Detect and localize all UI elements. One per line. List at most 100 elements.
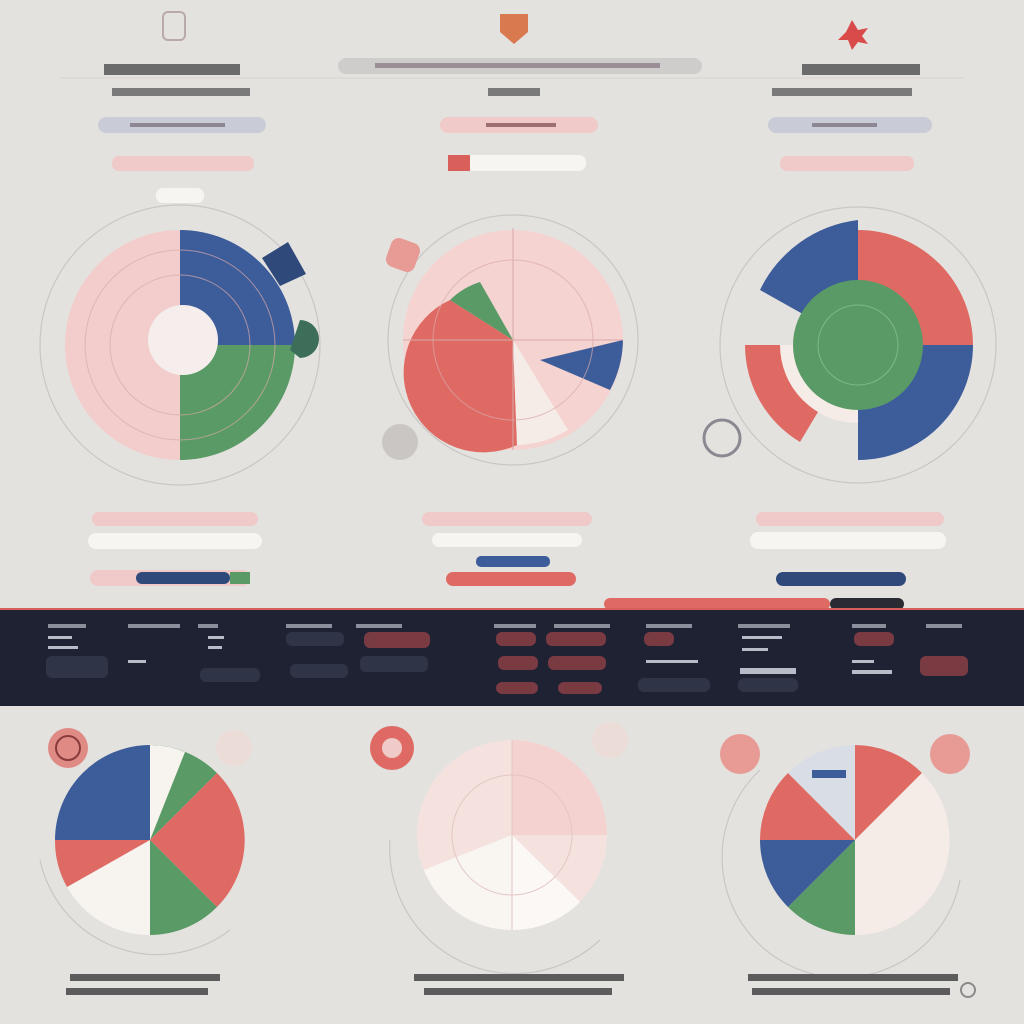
text-placeholder xyxy=(414,974,624,981)
cells xyxy=(46,632,798,692)
wedge xyxy=(512,835,580,931)
text-placeholder xyxy=(70,974,220,981)
text-placeholder xyxy=(926,624,962,628)
wedge xyxy=(55,745,150,840)
pill-accent xyxy=(230,572,250,584)
tab xyxy=(262,242,306,286)
text-placeholder xyxy=(112,88,250,96)
text-placeholder xyxy=(852,660,874,663)
text-placeholder xyxy=(286,624,332,628)
cells xyxy=(364,632,968,694)
text-placeholder xyxy=(852,670,892,674)
wedge xyxy=(67,840,150,936)
badge-icon xyxy=(720,734,760,774)
column-heads xyxy=(48,624,962,628)
cell xyxy=(738,678,798,692)
text-placeholder xyxy=(356,624,402,628)
pill xyxy=(476,556,550,567)
text-placeholder xyxy=(554,624,610,628)
pill xyxy=(780,156,914,171)
badge-icon xyxy=(592,722,628,758)
text-placeholder xyxy=(646,660,698,663)
cell xyxy=(546,632,606,646)
cell xyxy=(498,656,538,670)
pill-accent xyxy=(448,155,470,171)
pill xyxy=(756,512,944,526)
pill xyxy=(604,598,830,610)
inner-ring xyxy=(817,304,899,386)
cell xyxy=(558,682,602,694)
cell xyxy=(548,656,606,670)
pie-chart xyxy=(370,722,628,975)
cell xyxy=(200,668,260,682)
pill xyxy=(156,188,204,203)
text-placeholder xyxy=(772,88,912,96)
circle-chart xyxy=(702,206,997,484)
wedge xyxy=(180,345,295,460)
text-placeholder xyxy=(852,624,886,628)
pills xyxy=(98,117,932,203)
badge-icon xyxy=(216,730,252,766)
wedge xyxy=(855,773,950,935)
wedge xyxy=(65,230,180,460)
text-placeholder xyxy=(424,988,612,995)
wedge xyxy=(150,745,185,840)
text-placeholder xyxy=(752,988,950,995)
text-placeholder xyxy=(48,624,86,628)
outer-ring xyxy=(719,206,997,484)
text-placeholder xyxy=(104,64,240,75)
wedge xyxy=(855,745,922,840)
badge-icon xyxy=(48,728,88,768)
badge-icon xyxy=(386,238,420,272)
label-tag xyxy=(812,770,846,778)
text-placeholder xyxy=(130,123,225,127)
cell xyxy=(290,664,348,678)
text-placeholder xyxy=(375,63,660,68)
badge-icon xyxy=(930,734,970,774)
center xyxy=(793,280,923,410)
wedge xyxy=(512,740,607,835)
text-placeholder xyxy=(486,123,556,127)
cell xyxy=(46,656,108,678)
pill xyxy=(432,533,582,547)
pill xyxy=(88,533,262,549)
pill xyxy=(448,155,586,171)
cell xyxy=(360,656,428,672)
text-placeholder xyxy=(802,64,920,75)
text-placeholder xyxy=(494,624,536,628)
badge-icon xyxy=(702,418,742,458)
pill xyxy=(446,572,576,586)
text-placeholder xyxy=(488,88,540,96)
pill xyxy=(136,572,230,584)
text-placeholder xyxy=(738,624,790,628)
text-placeholder xyxy=(128,624,180,628)
cell xyxy=(496,682,538,694)
pills xyxy=(88,512,946,610)
wedge xyxy=(403,300,517,453)
cell xyxy=(364,632,430,648)
wedge xyxy=(150,840,217,935)
wedge xyxy=(760,840,855,907)
text-placeholder xyxy=(48,636,72,639)
cell xyxy=(854,632,894,646)
text-placeholder xyxy=(208,646,222,649)
wedge xyxy=(424,835,512,930)
wedge xyxy=(788,840,855,935)
badge-icon xyxy=(382,424,418,460)
text-placeholder xyxy=(128,660,146,663)
outer-arc xyxy=(389,839,601,975)
text-placeholder xyxy=(742,636,782,639)
wedge xyxy=(180,230,295,345)
shield-icon xyxy=(500,14,528,44)
pill xyxy=(776,572,906,586)
captions xyxy=(66,974,976,998)
cell xyxy=(496,632,536,646)
cell xyxy=(920,656,968,676)
text-placeholder xyxy=(740,668,796,674)
icon xyxy=(960,982,976,998)
cell-text xyxy=(48,636,892,674)
outer-ring xyxy=(39,204,321,486)
cell xyxy=(286,632,344,646)
cell xyxy=(644,632,674,646)
